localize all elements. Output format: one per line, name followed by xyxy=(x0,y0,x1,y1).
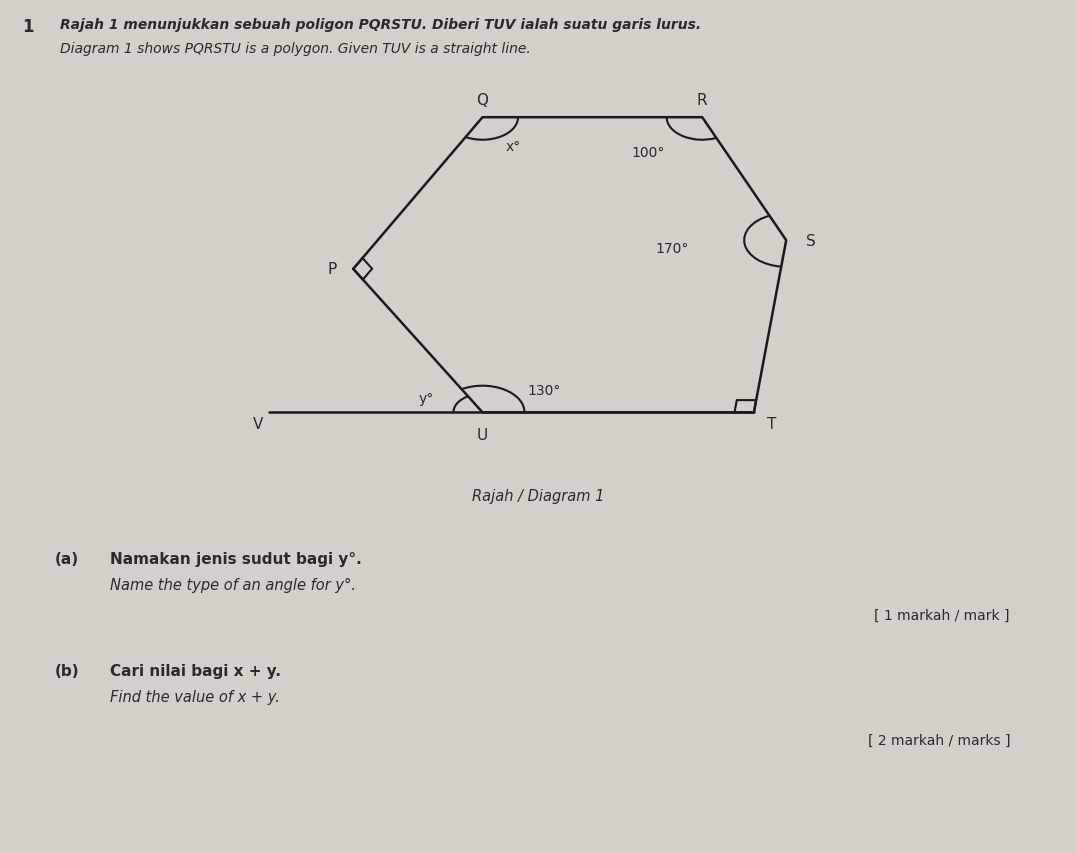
Text: Find the value of x + y.: Find the value of x + y. xyxy=(110,689,280,705)
Text: V: V xyxy=(252,417,263,432)
Text: x°: x° xyxy=(505,140,520,154)
Text: Rajah / Diagram 1: Rajah / Diagram 1 xyxy=(472,489,604,503)
Text: 130°: 130° xyxy=(528,383,561,397)
Text: 100°: 100° xyxy=(631,146,665,160)
Text: (b): (b) xyxy=(55,664,80,678)
Text: Name the type of an angle for y°.: Name the type of an angle for y°. xyxy=(110,577,356,592)
Text: Cari nilai bagi x + y.: Cari nilai bagi x + y. xyxy=(110,664,281,678)
Text: y°: y° xyxy=(419,392,434,405)
Text: 1: 1 xyxy=(22,18,33,36)
Text: Namakan jenis sudut bagi y°.: Namakan jenis sudut bagi y°. xyxy=(110,551,362,566)
Text: R: R xyxy=(697,93,708,107)
Text: P: P xyxy=(327,262,337,277)
Text: S: S xyxy=(806,234,815,248)
Text: [ 1 markah / mark ]: [ 1 markah / mark ] xyxy=(875,608,1010,623)
Text: Q: Q xyxy=(476,93,489,107)
Text: 170°: 170° xyxy=(656,242,689,256)
Text: T: T xyxy=(767,417,777,432)
Text: U: U xyxy=(477,427,488,442)
Text: (a): (a) xyxy=(55,551,79,566)
Text: Diagram 1 shows PQRSTU is a polygon. Given TUV is a straight line.: Diagram 1 shows PQRSTU is a polygon. Giv… xyxy=(60,42,531,56)
Text: Rajah 1 menunjukkan sebuah poligon PQRSTU. Diberi TUV ialah suatu garis lurus.: Rajah 1 menunjukkan sebuah poligon PQRST… xyxy=(60,18,701,32)
Text: [ 2 markah / marks ]: [ 2 markah / marks ] xyxy=(867,733,1010,747)
